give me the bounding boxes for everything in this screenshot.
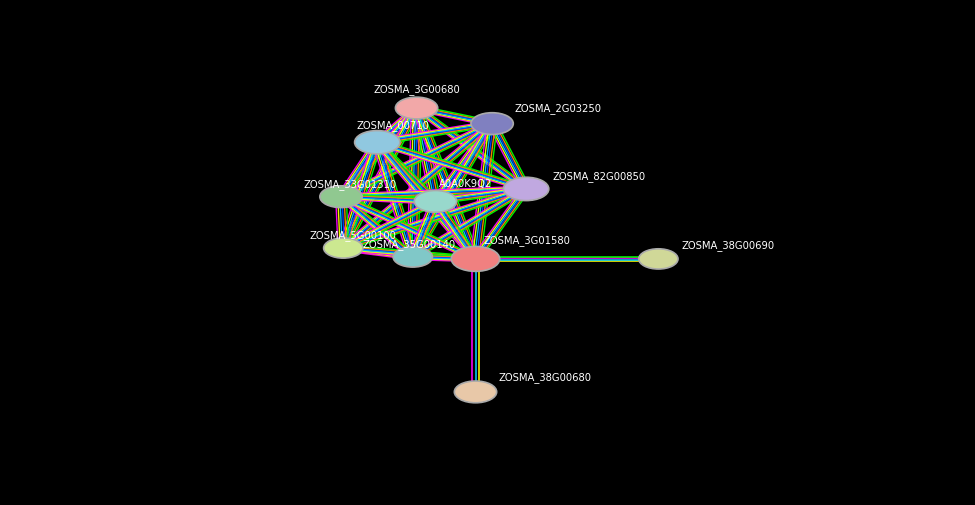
- Circle shape: [393, 247, 433, 267]
- Circle shape: [320, 186, 362, 208]
- Text: ZOSMA_3G00680: ZOSMA_3G00680: [373, 84, 460, 95]
- Circle shape: [454, 381, 496, 403]
- Text: ZOSMA_35G00140: ZOSMA_35G00140: [362, 239, 455, 249]
- Circle shape: [355, 131, 400, 154]
- Circle shape: [451, 246, 499, 271]
- Circle shape: [414, 190, 456, 212]
- Text: ZOSMA_38G00680: ZOSMA_38G00680: [498, 373, 591, 383]
- Circle shape: [396, 97, 438, 119]
- Text: ZOSMA_3G01580: ZOSMA_3G01580: [483, 235, 570, 246]
- Text: ZOSMA_33G01310: ZOSMA_33G01310: [303, 179, 397, 190]
- Text: ZOSMA_82G00850: ZOSMA_82G00850: [553, 171, 645, 182]
- Text: ZOSMA_00710: ZOSMA_00710: [356, 121, 429, 131]
- Circle shape: [324, 238, 363, 258]
- Text: ZOSMA_2G03250: ZOSMA_2G03250: [515, 104, 602, 114]
- Circle shape: [639, 249, 678, 269]
- Text: ZOSMA_5G00100: ZOSMA_5G00100: [309, 230, 396, 241]
- Text: A0A0K9Q2: A0A0K9Q2: [439, 179, 492, 189]
- Circle shape: [471, 113, 513, 134]
- Text: ZOSMA_38G00690: ZOSMA_38G00690: [681, 240, 774, 251]
- Circle shape: [503, 177, 549, 200]
